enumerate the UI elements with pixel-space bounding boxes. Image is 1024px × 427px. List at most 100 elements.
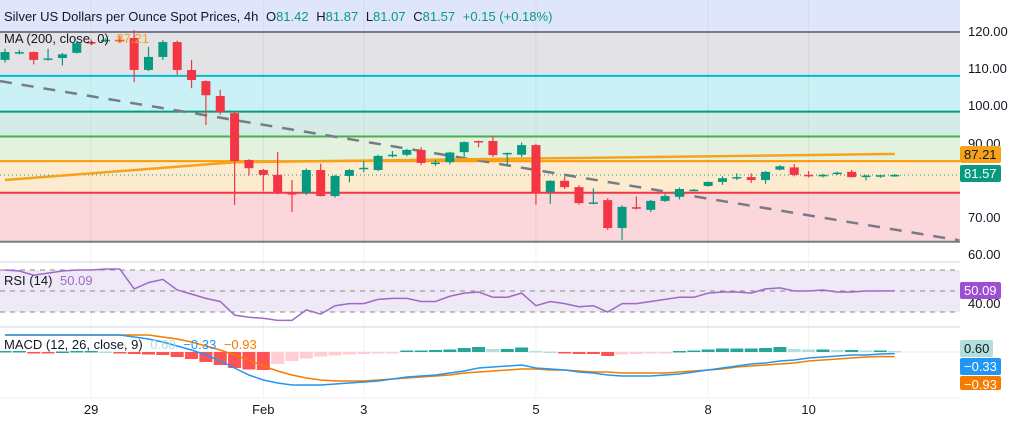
rsi-legend-value: 50.09 <box>60 273 93 288</box>
macd-legend-label: MACD (12, 26, close, 9) <box>4 337 143 352</box>
macd-histogram-bar <box>84 351 98 353</box>
candle-body <box>703 181 713 187</box>
open-num: 81.42 <box>276 9 309 24</box>
candle-body <box>861 175 871 178</box>
fib-band <box>0 0 960 32</box>
macd-histogram-bar <box>888 351 902 353</box>
price-axis-label: 60.00 <box>968 247 1001 263</box>
hist-value-tag: 0.60 <box>960 340 994 357</box>
candle-body <box>431 162 440 165</box>
candle-body <box>775 166 785 170</box>
macd-histogram-bar <box>730 348 744 352</box>
candle-body <box>603 200 613 229</box>
candle-body <box>804 174 814 177</box>
low-label: L <box>365 9 374 24</box>
candle-body <box>230 113 240 162</box>
candle-body <box>100 39 110 42</box>
macd-histogram-bar <box>342 352 356 355</box>
macd-histogram-bar <box>12 351 26 353</box>
macd-histogram-bar <box>543 351 557 353</box>
macd-histogram-bar <box>400 350 414 352</box>
price-axis-label: 70.00 <box>968 210 1001 225</box>
close-value: C81.57 <box>413 9 455 24</box>
candle-body <box>445 152 455 163</box>
rsi-line <box>4 268 895 322</box>
candle-body <box>43 58 53 60</box>
macd-histogram-bar <box>213 352 227 365</box>
candle-body <box>158 42 168 57</box>
fib-bands <box>0 0 960 243</box>
candle-body <box>617 206 627 229</box>
time-axis-label: 5 <box>532 402 540 417</box>
low-num: 81.07 <box>373 9 406 24</box>
candle-body <box>86 42 96 44</box>
close-num: 81.57 <box>422 9 456 24</box>
rsi-legend-label: RSI (14) <box>4 273 53 288</box>
candle-body <box>488 140 498 156</box>
macd-histogram-bar <box>199 352 213 362</box>
candle-body <box>689 189 699 192</box>
macd-histogram-bar <box>601 352 615 356</box>
high-label: H <box>316 9 326 24</box>
macd-legend[interactable]: MACD (12, 26, close, 9) 0.60 −0.33 −0.93 <box>4 337 261 352</box>
candle-body <box>890 174 900 177</box>
macd-line <box>5 334 895 386</box>
macd-histogram-bar <box>371 352 385 354</box>
candle-body <box>0 52 10 60</box>
macd-histogram-bar <box>615 352 629 355</box>
candle-body <box>459 142 469 153</box>
macd-histogram-bar <box>529 351 543 353</box>
macd-histogram-bar <box>170 352 184 357</box>
candle-body <box>273 174 283 194</box>
candle-body <box>172 42 182 70</box>
candle-body <box>660 196 670 201</box>
macd-histogram-bar <box>256 352 270 370</box>
price-axis-label: 110.00 <box>968 61 1007 77</box>
rsi-axis-label: 40.00 <box>968 296 1001 311</box>
close-label: C <box>413 9 423 24</box>
fib-band <box>0 111 960 137</box>
macd-histogram-bar <box>816 349 830 352</box>
dashed-trendline <box>0 79 960 242</box>
candle-body <box>732 177 742 179</box>
macd-histogram-bar <box>472 347 486 352</box>
macd-histogram-bar <box>0 351 12 353</box>
open-value: O81.42 <box>266 9 309 24</box>
ma-price-tag: 87.21 <box>960 146 1001 163</box>
candle-body <box>818 174 828 177</box>
signal-line <box>5 334 895 382</box>
candle-body <box>674 188 684 197</box>
time-axis-label: Feb <box>252 402 275 417</box>
macd-legend-hist: 0.60 <box>150 337 176 352</box>
ma-legend-label: MA (200, close, 0) <box>4 31 109 46</box>
macd-histogram-bar <box>859 350 873 352</box>
symbol-title: Silver US Dollars per Ounce Spot Prices,… <box>4 9 259 24</box>
candle-body <box>215 95 225 112</box>
macd-histogram-bar <box>328 352 342 356</box>
low-value: L81.07 <box>366 9 406 24</box>
candle-body <box>287 193 297 195</box>
fib-band <box>0 75 960 112</box>
candle-body <box>359 167 369 170</box>
candles <box>0 30 900 240</box>
macd-histogram-bar <box>285 352 299 361</box>
candle-body <box>29 52 39 60</box>
ma-legend-value: 87.21 <box>116 31 149 46</box>
macd-histogram-bar <box>156 352 170 355</box>
macd-histogram-bar <box>98 351 112 353</box>
fib-band <box>0 192 960 242</box>
macd-histogram-bar <box>429 350 442 352</box>
macd-histogram-bar <box>672 351 686 353</box>
time-axis-label: 8 <box>704 402 712 417</box>
macd-histogram-bar <box>716 348 729 352</box>
rsi-legend[interactable]: RSI (14) 50.09 <box>4 273 97 288</box>
ma-legend[interactable]: MA (200, close, 0) 87.21 <box>4 31 153 46</box>
candle-body <box>789 167 799 175</box>
candle-body <box>502 152 512 155</box>
macd-histogram-bar <box>644 352 658 354</box>
macd-histogram-bar <box>558 352 572 354</box>
candle-body <box>402 149 412 155</box>
candle-body <box>72 43 82 53</box>
candle-body <box>316 170 326 197</box>
